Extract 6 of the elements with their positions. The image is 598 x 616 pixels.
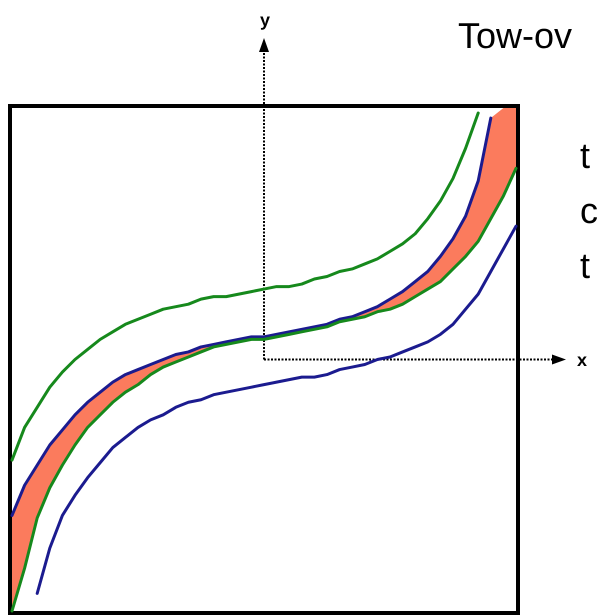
text: t — [580, 135, 590, 176]
text: c — [580, 190, 598, 231]
y-axis-title: y — [260, 10, 270, 30]
chart-title: Tow-ov — [458, 15, 572, 56]
text: t — [580, 245, 590, 286]
x-axis-title: x — [577, 350, 588, 370]
